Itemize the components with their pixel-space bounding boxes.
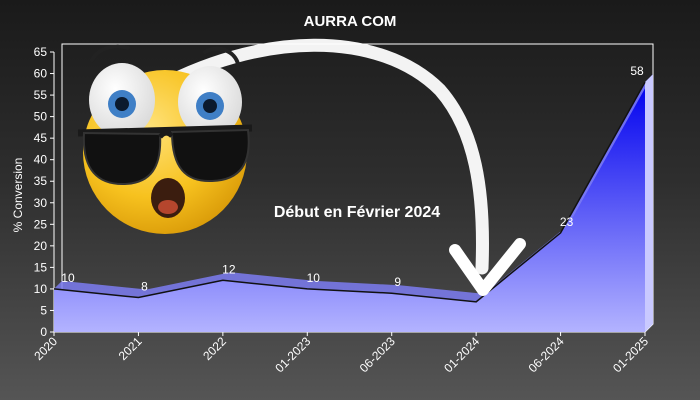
x-tick-label: 2021 bbox=[116, 334, 145, 363]
y-tick-label: 35 bbox=[34, 174, 48, 188]
y-tick-label: 65 bbox=[34, 45, 48, 59]
y-tick-label: 10 bbox=[34, 282, 48, 296]
data-label: 58 bbox=[630, 64, 644, 78]
x-tick-label: 01-2023 bbox=[272, 334, 313, 375]
series-layer bbox=[53, 74, 653, 333]
x-tick-label: 01-2024 bbox=[441, 334, 482, 375]
x-tick-label: 06-2024 bbox=[526, 334, 567, 375]
data-label: 10 bbox=[61, 271, 75, 285]
data-label: 10 bbox=[307, 271, 321, 285]
y-tick-label: 5 bbox=[40, 303, 47, 317]
x-tick-label: 01-2025 bbox=[610, 334, 651, 375]
area-side bbox=[645, 74, 653, 333]
annotation-text: Début en Février 2024 bbox=[274, 204, 440, 221]
area-fill bbox=[54, 82, 645, 333]
shocked-sunglasses-emoji-icon bbox=[77, 44, 253, 234]
x-tick-label: 2020 bbox=[31, 334, 60, 363]
y-axis-label: % Conversion bbox=[11, 158, 25, 233]
data-label: 23 bbox=[560, 215, 574, 229]
y-tick-label: 0 bbox=[40, 325, 47, 339]
x-tick-label: 06-2023 bbox=[357, 334, 398, 375]
y-tick-label: 20 bbox=[34, 239, 48, 253]
chart-title: AURRA COM bbox=[304, 13, 397, 30]
y-tick-label: 50 bbox=[34, 110, 48, 124]
y-tick-label: 55 bbox=[34, 88, 48, 102]
data-label: 9 bbox=[394, 275, 401, 289]
curved-arrow-icon bbox=[143, 38, 526, 296]
x-axis: 2020 2021 2022 01-2023 06-2023 01-2024 06-2024… bbox=[31, 332, 651, 375]
y-tick-label: 40 bbox=[34, 153, 48, 167]
data-label: 12 bbox=[222, 262, 236, 276]
data-label: 8 bbox=[141, 280, 148, 294]
y-tick-label: 45 bbox=[34, 131, 48, 145]
y-tick-label: 30 bbox=[34, 196, 48, 210]
y-axis: 0 5 10 15 20 25 30 35 40 45 50 55 60 65 bbox=[34, 45, 54, 339]
series-line bbox=[53, 81, 646, 303]
y-tick-label: 60 bbox=[34, 67, 48, 81]
y-tick-label: 15 bbox=[34, 260, 48, 274]
x-tick-label: 2022 bbox=[200, 334, 229, 363]
y-tick-label: 25 bbox=[34, 217, 48, 231]
